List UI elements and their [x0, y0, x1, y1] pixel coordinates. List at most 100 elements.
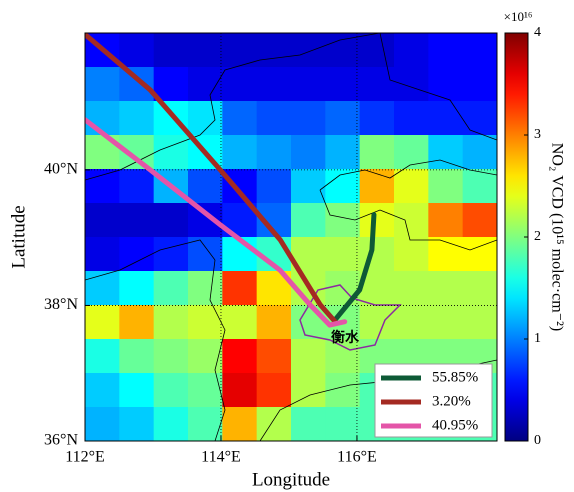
heat-cell [394, 135, 429, 170]
heat-cell [428, 169, 464, 204]
heat-cell [119, 101, 155, 136]
heat-cell [85, 373, 120, 408]
heat-cell [119, 373, 155, 408]
heat-cell [222, 101, 258, 136]
heat-cell [153, 271, 189, 306]
heat-cell [325, 339, 361, 374]
heat-cell [222, 373, 258, 408]
legend-label: 3.20% [432, 393, 471, 409]
heat-cell [85, 67, 120, 102]
heat-cell [325, 67, 361, 102]
colorbar-tick-label: 4 [534, 25, 541, 40]
heat-cell [291, 203, 326, 238]
heat-cell [153, 237, 189, 272]
heat-cell [119, 169, 155, 204]
heat-cell [188, 373, 223, 408]
heat-cell [325, 237, 361, 272]
heat-cell [188, 339, 223, 374]
heat-cell [462, 237, 497, 272]
heat-cell [394, 305, 429, 340]
x-tick-label: 112°E [65, 449, 105, 466]
heat-cell [256, 67, 292, 102]
heat-cell [428, 237, 464, 272]
heat-cell [222, 339, 258, 374]
heat-cell [291, 135, 326, 170]
heat-cell [188, 271, 223, 306]
heat-cell [256, 373, 292, 408]
heat-cell [256, 339, 292, 374]
y-tick-label: 36°N [44, 432, 78, 449]
heat-cell [462, 203, 497, 238]
heat-cell [119, 271, 155, 306]
y-axis-label: Latitude [8, 205, 29, 268]
heat-cell [85, 339, 120, 374]
heat-cell [85, 169, 120, 204]
heat-cell [85, 203, 120, 238]
heat-cell [428, 101, 464, 136]
heat-cell [359, 67, 395, 102]
heat-cell [188, 67, 223, 102]
y-tick-label: 38°N [44, 296, 78, 313]
grid: 112°E 114°E 116°E 36°N 38°N 40°N [44, 33, 497, 466]
heat-cell [291, 169, 326, 204]
colorbar-tick-label: 2 [534, 229, 541, 244]
colorbar-tick-label: 3 [534, 127, 541, 142]
heat-cell [462, 305, 497, 340]
heat-cell [119, 339, 155, 374]
heat-cell [291, 407, 326, 441]
heat-cell [462, 271, 497, 306]
heat-cell [428, 33, 464, 68]
heat-cell [188, 237, 223, 272]
heat-cell [428, 67, 464, 102]
heat-cell [85, 407, 120, 441]
heat-cell [359, 33, 395, 68]
legend: 55.85% 3.20% 40.95% [374, 363, 493, 438]
heat-cell [188, 169, 223, 204]
place-label: 衡水 [331, 329, 360, 346]
heat-cell [291, 339, 326, 374]
heat-cell [359, 169, 395, 204]
heat-cell [256, 305, 292, 340]
colorbar-ticks: 0 1 2 3 4 [524, 25, 541, 448]
trajectory [332, 212, 377, 323]
heat-cell [153, 305, 189, 340]
heat-cell [153, 33, 189, 68]
heat-cell [291, 67, 326, 102]
heat-cell [256, 135, 292, 170]
heat-cell [325, 135, 361, 170]
heat-cell [188, 305, 223, 340]
heat-cell [462, 33, 497, 68]
heat-cell [394, 33, 429, 68]
heat-cell [325, 373, 361, 408]
heat-cell [256, 101, 292, 136]
heat-cell [153, 407, 189, 441]
legend-label: 40.95% [432, 417, 478, 433]
heat-cell [462, 101, 497, 136]
legend-label: 55.85% [432, 369, 478, 385]
heat-cell [119, 67, 155, 102]
colorbar-label: NO₂ VCD (10¹⁵ molec·cm⁻²) [548, 143, 565, 331]
heat-cell [325, 33, 361, 68]
heat-cell [188, 101, 223, 136]
heat-cell [119, 203, 155, 238]
trajectories [85, 33, 377, 328]
colorbar-multiplier: ×10¹⁶ [504, 9, 533, 24]
y-tick-label: 40°N [44, 161, 78, 178]
heat-cell [291, 305, 326, 340]
heat-cell [394, 237, 429, 272]
colorbar-tick-label: 1 [534, 331, 541, 346]
heat-cell [325, 407, 361, 441]
heat-cell [256, 407, 292, 441]
heat-cell [222, 237, 258, 272]
colorbar-tick-label: 0 [534, 433, 541, 448]
heatmap [85, 33, 497, 441]
heat-cell [394, 101, 429, 136]
heat-cell [153, 203, 189, 238]
trajectory [85, 33, 338, 325]
heat-cell [359, 203, 395, 238]
heat-cell [119, 33, 155, 68]
heat-cell [359, 135, 395, 170]
heat-cell [153, 67, 189, 102]
heat-cell [462, 135, 497, 170]
